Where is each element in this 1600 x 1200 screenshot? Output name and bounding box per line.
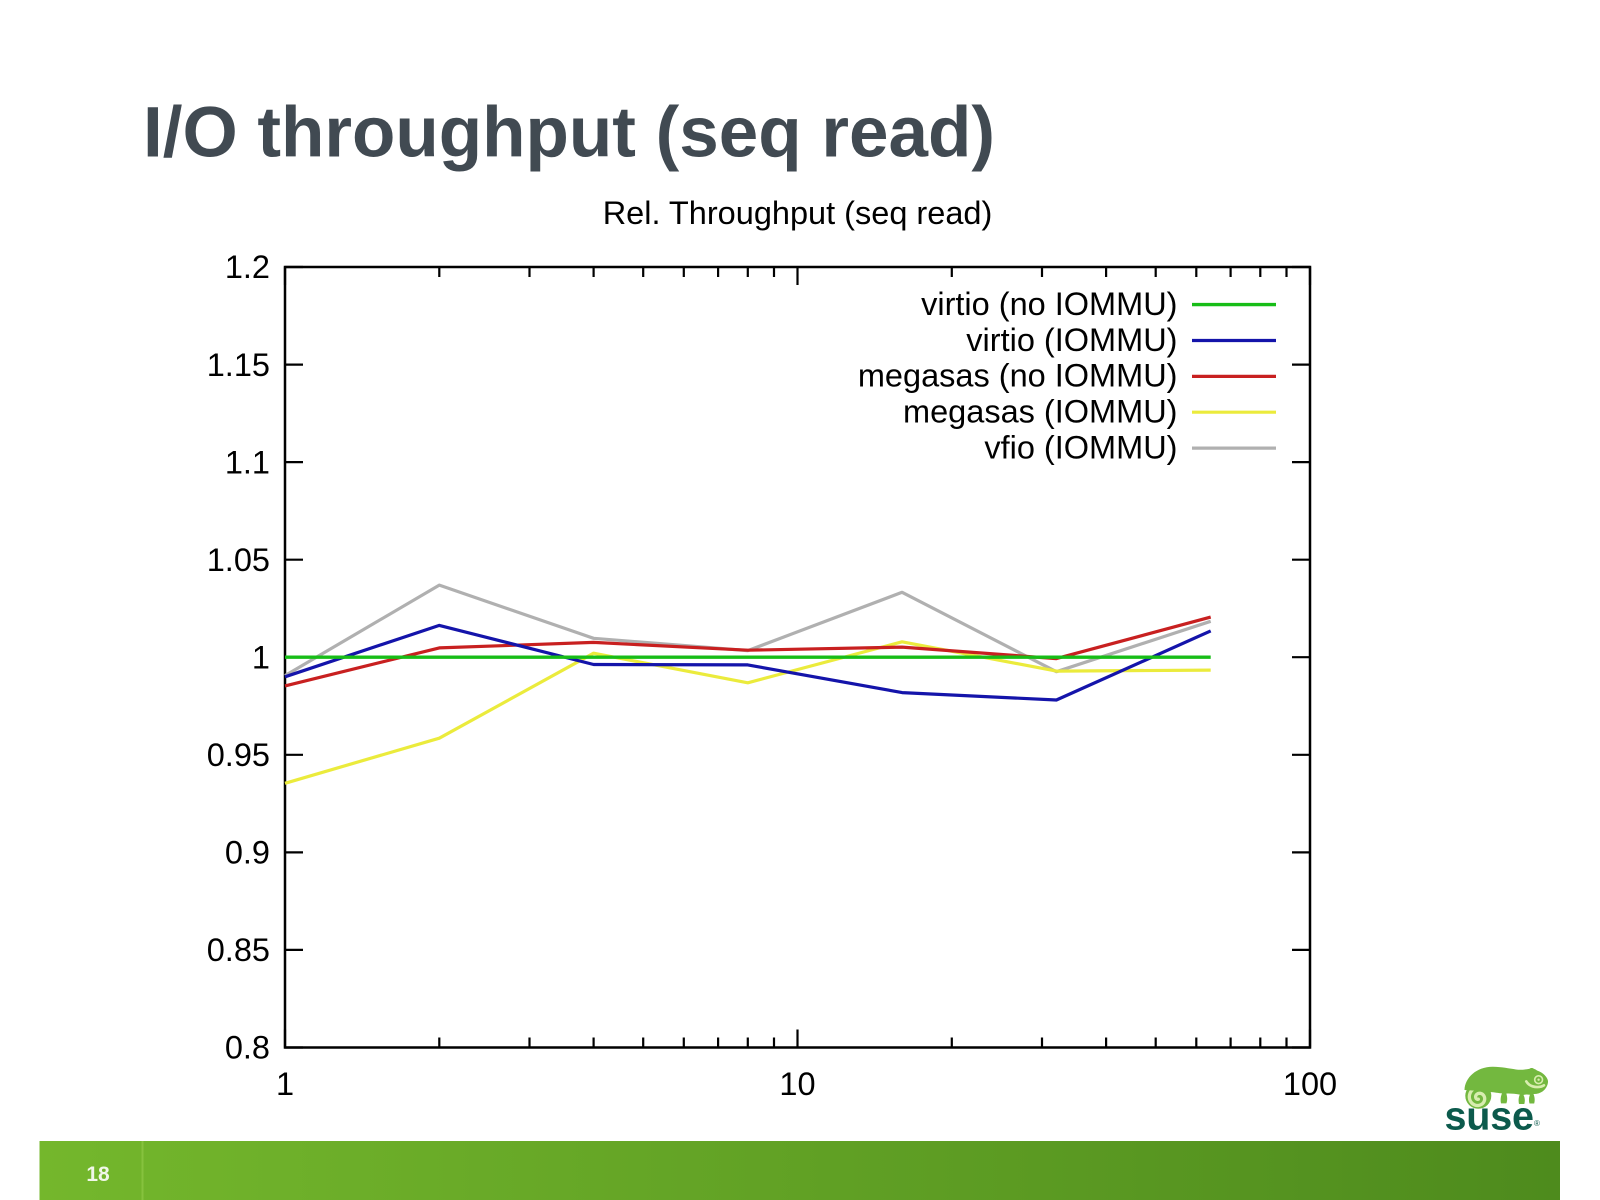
svg-text:virtio (no IOMMU): virtio (no IOMMU) — [921, 286, 1177, 322]
svg-text:suse: suse — [1445, 1095, 1534, 1139]
svg-text:0.9: 0.9 — [225, 835, 270, 871]
svg-text:0.95: 0.95 — [207, 737, 270, 773]
svg-text:18: 18 — [86, 1163, 110, 1186]
svg-text:10: 10 — [779, 1066, 815, 1102]
svg-text:100: 100 — [1283, 1066, 1337, 1102]
svg-text:megasas (IOMMU): megasas (IOMMU) — [903, 394, 1177, 430]
svg-text:vfio (IOMMU): vfio (IOMMU) — [984, 429, 1177, 465]
svg-text:1.2: 1.2 — [225, 249, 270, 285]
svg-text:1.05: 1.05 — [207, 542, 270, 578]
svg-text:1.1: 1.1 — [225, 444, 270, 480]
svg-text:1: 1 — [276, 1066, 294, 1102]
svg-text:Rel. Throughput (seq read): Rel. Throughput (seq read) — [603, 195, 993, 231]
svg-text:I/O throughput (seq read): I/O throughput (seq read) — [143, 94, 995, 173]
svg-text:1.15: 1.15 — [207, 347, 270, 383]
svg-text:0.85: 0.85 — [207, 932, 270, 968]
svg-text:0.8: 0.8 — [225, 1030, 270, 1066]
svg-text:virtio (IOMMU): virtio (IOMMU) — [966, 322, 1177, 358]
svg-text:1: 1 — [252, 639, 270, 675]
svg-text:®: ® — [1534, 1119, 1540, 1128]
svg-text:megasas (no IOMMU): megasas (no IOMMU) — [858, 358, 1178, 394]
